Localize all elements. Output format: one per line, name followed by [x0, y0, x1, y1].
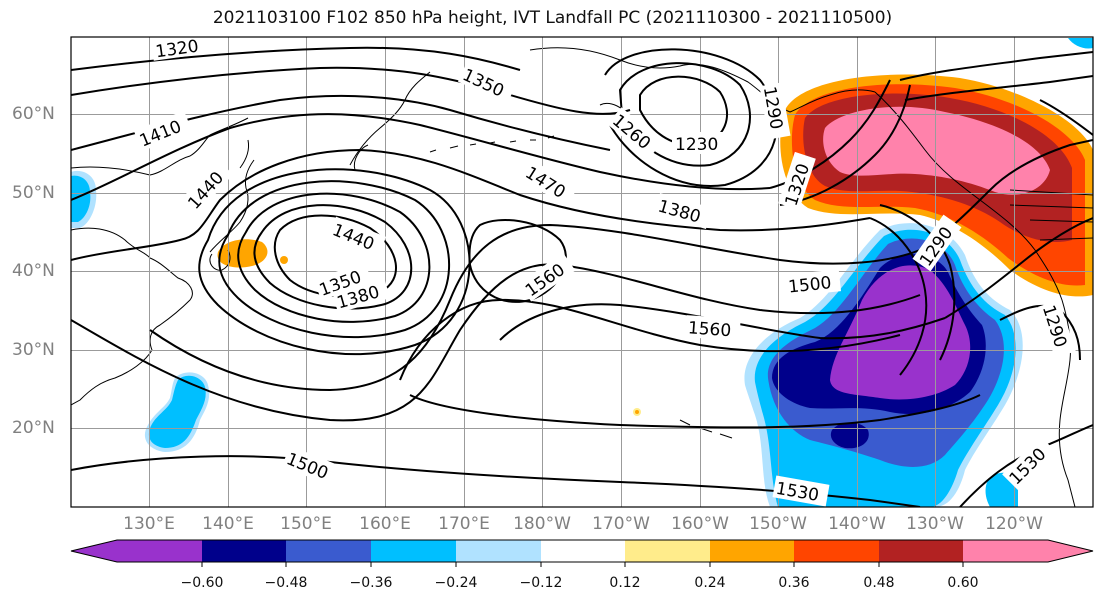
colorbar-segment [202, 540, 286, 562]
colorbar-tick-label: 0.36 [778, 575, 810, 591]
lat-label: 40°N [12, 261, 55, 281]
lon-label: 130°E [123, 514, 175, 534]
lat-label: 20°N [12, 418, 55, 438]
lon-label: 180°W [513, 514, 571, 534]
colorbar-segment [879, 540, 963, 562]
colorbar-tick-label: 0.48 [863, 575, 895, 591]
colorbar-segment [456, 540, 541, 562]
lat-label: 30°N [12, 340, 55, 360]
colorbar-tick-label: −0.24 [434, 575, 478, 591]
colorbar-segment [371, 540, 456, 562]
map-title: 2021103100 F102 850 hPa height, IVT Land… [212, 8, 893, 28]
colorbar-segment [117, 540, 202, 562]
height-contours [71, 46, 1093, 507]
colorbar-segment [71, 540, 117, 562]
western-ivt-blobs [71, 38, 1093, 452]
colorbar-tick-label: 0.60 [947, 575, 979, 591]
colorbar-segment [541, 540, 625, 562]
colorbar-segment [963, 540, 1048, 562]
lon-label: 140°E [202, 514, 254, 534]
colorbar-segment [794, 540, 879, 562]
lon-label: 140°W [828, 514, 886, 534]
coastlines [71, 47, 1093, 507]
contour-label: 1230 [675, 135, 718, 155]
colorbar-tick-label: −0.36 [349, 575, 393, 591]
colorbar-segment [625, 540, 710, 562]
colorbar [70, 539, 1094, 567]
colorbar-segment [710, 540, 794, 562]
colorbar-tick-label: −0.60 [180, 575, 224, 591]
lon-label: 130°W [906, 514, 964, 534]
contour-label: 1500 [787, 273, 832, 297]
lon-label: 160°E [359, 514, 411, 534]
contour-label: 1560 [687, 318, 732, 341]
lon-label: 150°E [280, 514, 332, 534]
lon-label: 170°W [592, 514, 650, 534]
lon-label: 160°W [671, 514, 729, 534]
lon-label: 170°E [438, 514, 490, 534]
lon-label: 120°W [985, 514, 1043, 534]
lat-label: 50°N [12, 183, 55, 203]
colorbar-tick-label: −0.12 [519, 575, 563, 591]
colorbar-segment [286, 540, 371, 562]
colorbar-segment [1048, 540, 1093, 562]
lat-label: 60°N [12, 104, 55, 124]
colorbar-tick-label: 0.24 [694, 575, 726, 591]
colorbar-tick-label: −0.48 [264, 575, 308, 591]
map-border [70, 36, 1094, 508]
lon-label: 150°W [749, 514, 807, 534]
map-area: 1320 1350 1410 1440 1260 1230 1290 1470 … [71, 37, 1093, 507]
colorbar-tick-label: 0.12 [609, 575, 641, 591]
